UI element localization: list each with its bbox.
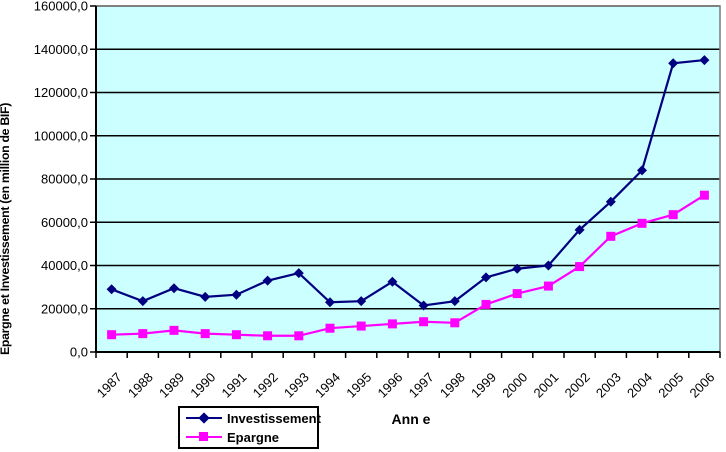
data-point-marker	[263, 331, 273, 341]
data-point-marker	[169, 283, 179, 294]
data-point-marker	[200, 329, 210, 339]
data-point-marker	[699, 55, 710, 66]
x-tick-label: 1995	[343, 370, 374, 401]
series-line	[111, 58, 705, 307]
x-tick-label: 1990	[187, 370, 218, 401]
legend-item-epargne: Epargne	[186, 428, 317, 446]
x-tick-label: 2004	[624, 370, 655, 401]
data-point-marker	[356, 296, 367, 307]
y-tick-label: 160000,0	[34, 0, 88, 14]
x-tick-label: 1993	[281, 370, 312, 401]
data-point-marker	[294, 331, 304, 341]
data-point-marker	[387, 319, 397, 329]
x-tick-label: 1999	[468, 370, 499, 401]
data-point-marker	[262, 275, 273, 286]
y-axis-title: Epargne et Investissement (en million de…	[0, 103, 12, 355]
data-point-marker	[668, 210, 678, 220]
x-tick-label: 2005	[655, 370, 686, 401]
data-point-marker	[699, 190, 709, 200]
data-point-marker	[575, 262, 585, 272]
x-tick-label: 1987	[94, 370, 125, 401]
x-tick-label: 2006	[686, 370, 717, 401]
x-tick-label: 2002	[562, 370, 593, 401]
legend-label-epargne: Epargne	[227, 429, 280, 445]
epargne-line-marker-icon	[186, 431, 222, 443]
data-point-marker	[606, 231, 616, 241]
data-point-marker	[637, 218, 647, 228]
y-tick-label: 40000,0	[41, 258, 88, 273]
data-point-marker	[419, 317, 429, 327]
x-tick-label: 1996	[374, 370, 405, 401]
x-axis-title: Ann e	[392, 411, 431, 427]
data-point-marker	[325, 297, 335, 308]
data-point-marker	[481, 272, 491, 283]
chart-layers: 0,0 20000,0 40000,0 60000,0 80000,0 100000,0 1…	[34, 0, 721, 401]
data-point-marker	[107, 330, 117, 340]
investissement-line-marker-icon	[186, 412, 222, 424]
data-point-marker	[481, 299, 491, 309]
x-tick-label: 1992	[250, 370, 281, 401]
legend: Investissement Epargne	[178, 406, 321, 449]
data-point-marker	[325, 323, 335, 333]
x-tick-label: 1994	[312, 370, 343, 401]
x-tick-label: 1988	[125, 370, 156, 401]
data-point-marker	[137, 296, 148, 307]
data-point-marker	[231, 289, 242, 300]
x-tick-label: 1997	[406, 370, 437, 401]
y-tick-label: 140000,0	[34, 42, 88, 57]
data-point-marker	[418, 300, 429, 311]
x-tick-label: 1991	[218, 370, 249, 401]
y-tick-label: 100000,0	[34, 128, 88, 143]
legend-label-investissement: Investissement	[227, 410, 321, 426]
y-tick-label: 60000,0	[41, 215, 88, 230]
data-point-marker	[356, 321, 366, 331]
y-tick-label: 120000,0	[34, 85, 88, 100]
series-investissement	[106, 55, 710, 311]
x-tick-label: 2000	[499, 370, 530, 401]
x-tick-label: 1989	[156, 370, 187, 401]
data-point-marker	[450, 318, 460, 328]
data-point-marker	[138, 329, 148, 339]
data-point-marker	[200, 291, 211, 302]
series-line	[111, 194, 705, 337]
legend-item-investissement: Investissement	[186, 409, 321, 427]
data-point-marker	[231, 330, 241, 340]
data-point-marker	[543, 281, 553, 291]
y-tick-label: 0,0	[70, 345, 88, 360]
data-point-marker	[512, 289, 522, 299]
x-tick-label: 2003	[593, 370, 624, 401]
data-point-marker	[449, 296, 460, 307]
data-point-marker	[512, 263, 523, 274]
data-point-marker	[169, 325, 179, 335]
y-tick-label: 80000,0	[41, 172, 88, 187]
x-tick-label: 1998	[437, 370, 468, 401]
y-tick-label: 20000,0	[41, 301, 88, 316]
data-point-marker	[387, 276, 398, 287]
x-tick-label: 2001	[530, 370, 561, 401]
series-epargne	[107, 190, 709, 341]
data-point-marker	[605, 196, 616, 207]
data-point-marker	[574, 224, 585, 235]
data-point-marker	[293, 268, 304, 279]
data-point-marker	[106, 284, 117, 295]
data-point-marker	[668, 58, 679, 69]
data-point-marker	[637, 165, 647, 176]
data-point-marker	[543, 260, 554, 271]
